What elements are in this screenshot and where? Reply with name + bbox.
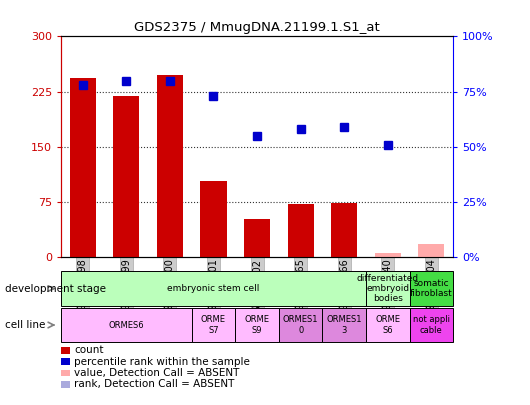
Bar [244,219,270,257]
Bar [366,271,410,306]
Text: ORME
S6: ORME S6 [375,315,400,335]
Text: ORME
S9: ORME S9 [244,315,270,335]
Bar [366,308,410,342]
Text: not appli
cable: not appli cable [413,315,450,335]
Bar [410,308,453,342]
Bar [331,203,357,257]
Text: cell line: cell line [5,320,46,330]
Text: rank, Detection Call = ABSENT: rank, Detection Call = ABSENT [74,379,235,389]
Text: somatic
fibroblast: somatic fibroblast [410,279,453,298]
Text: embryonic stem cell: embryonic stem cell [167,284,260,293]
Text: ORME
S7: ORME S7 [201,315,226,335]
Bar [410,271,453,306]
Bar [61,271,366,306]
Bar [157,75,183,257]
Text: differentiated
embryoid
bodies: differentiated embryoid bodies [357,274,419,303]
Bar [69,79,96,257]
Title: GDS2375 / MmugDNA.21199.1.S1_at: GDS2375 / MmugDNA.21199.1.S1_at [134,21,380,34]
Text: ORMES1
0: ORMES1 0 [283,315,319,335]
Text: percentile rank within the sample: percentile rank within the sample [74,357,250,367]
Bar [61,308,192,342]
Text: ORMES6: ORMES6 [109,320,144,330]
Bar [322,308,366,342]
Bar [235,308,279,342]
Text: value, Detection Call = ABSENT: value, Detection Call = ABSENT [74,368,240,378]
Text: development stage: development stage [5,284,107,294]
Bar [375,254,401,257]
Bar [192,308,235,342]
Bar [288,204,314,257]
Bar [279,308,322,342]
Text: count: count [74,345,104,355]
Bar [200,181,226,257]
Bar [113,96,139,257]
Text: ORMES1
3: ORMES1 3 [326,315,362,335]
Bar [418,244,445,257]
